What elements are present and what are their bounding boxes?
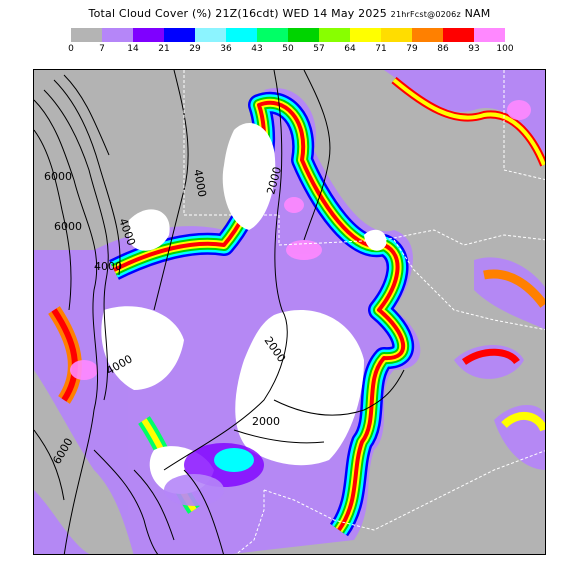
legend-tick-label: 79 xyxy=(406,44,418,54)
legend-swatch xyxy=(164,28,195,42)
legend-swatch xyxy=(474,28,505,42)
legend-tick-label: 0 xyxy=(68,44,74,54)
contour-label: 6000 xyxy=(44,170,72,183)
legend-tick-label: 36 xyxy=(220,44,232,54)
contour-label: 6000 xyxy=(54,220,82,233)
legend-tick-label: 100 xyxy=(496,44,514,54)
cloud-cover-map: 6000 4000 4000 2000 2000 2000 6000 4000 … xyxy=(33,69,546,555)
legend-tick-label: 21 xyxy=(158,44,170,54)
contour-label: 4000 xyxy=(191,168,209,198)
map-svg: 6000 4000 4000 2000 2000 2000 6000 4000 … xyxy=(34,70,545,554)
legend-tick-label: 50 xyxy=(282,44,294,54)
legend-tick-label: 57 xyxy=(313,44,325,54)
legend-tick-label: 14 xyxy=(127,44,139,54)
legend-swatch xyxy=(133,28,164,42)
high-cover-patches xyxy=(70,100,531,380)
legend-swatch xyxy=(412,28,443,42)
legend-swatch xyxy=(288,28,319,42)
overcast-regions xyxy=(101,122,387,494)
title-main: Total Cloud Cover (%) 21Z(16cdt) WED 14 … xyxy=(88,7,387,20)
legend-tick-label: 7 xyxy=(99,44,105,54)
political-borders xyxy=(183,70,545,554)
legend-swatch xyxy=(505,28,536,42)
storm-core-region xyxy=(164,443,264,506)
title-model-run: 21hrFcst@0206z xyxy=(390,10,461,19)
legend-swatch xyxy=(381,28,412,42)
legend-swatch xyxy=(102,28,133,42)
terrain-contours xyxy=(34,70,405,554)
color-legend-ticks: 0 7 14 21 29 36 43 50 57 64 71 79 86 93 100 xyxy=(64,44,534,56)
legend-tick-label: 64 xyxy=(344,44,356,54)
map-title: Total Cloud Cover (%) 21Z(16cdt) WED 14 … xyxy=(0,7,579,20)
title-model-name: NAM xyxy=(464,7,491,20)
legend-swatch xyxy=(195,28,226,42)
color-legend xyxy=(71,28,536,42)
legend-swatch xyxy=(226,28,257,42)
contour-label: 2000 xyxy=(252,415,280,428)
legend-tick-label: 43 xyxy=(251,44,263,54)
legend-swatch xyxy=(257,28,288,42)
legend-swatch xyxy=(443,28,474,42)
legend-tick-label: 86 xyxy=(437,44,449,54)
legend-swatch xyxy=(319,28,350,42)
legend-tick-label: 93 xyxy=(468,44,480,54)
legend-swatch xyxy=(71,28,102,42)
legend-tick-label: 71 xyxy=(375,44,387,54)
legend-tick-label: 29 xyxy=(189,44,201,54)
contour-label: 4000 xyxy=(94,260,122,273)
legend-swatch xyxy=(350,28,381,42)
